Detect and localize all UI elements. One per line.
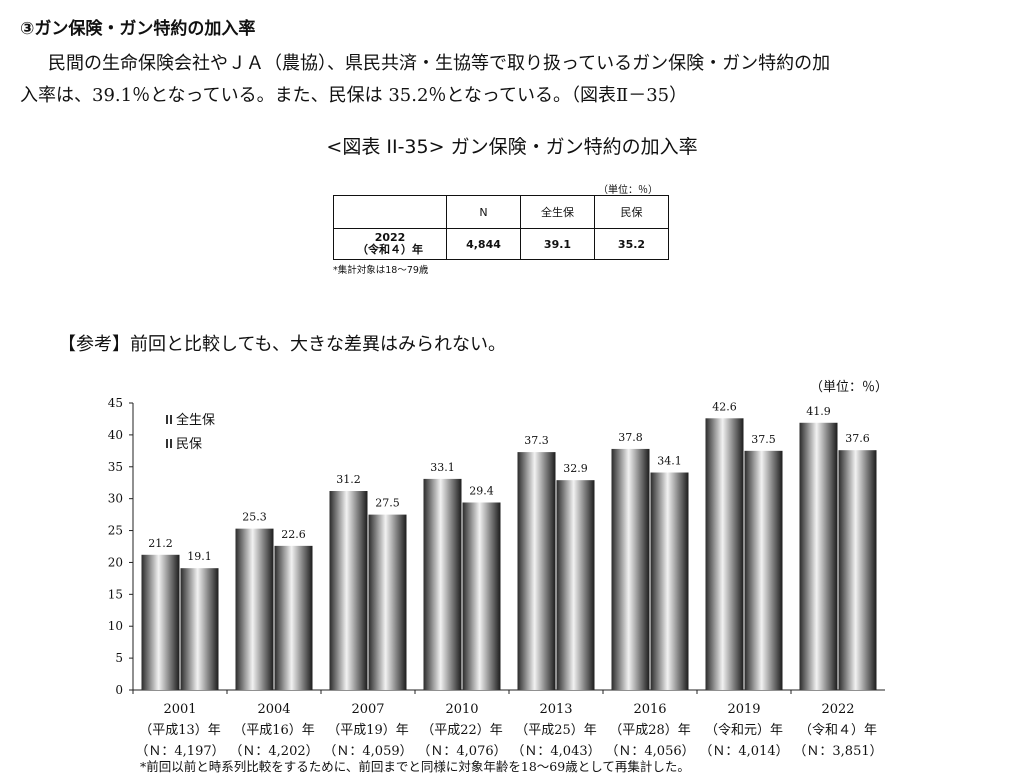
x-tick-label-era: （令和元）年 (705, 723, 783, 738)
bar-value-label: 22.6 (281, 528, 306, 541)
chart-unit-label: （単位：％） (810, 379, 888, 395)
legend-swatch-all-life-b (170, 415, 172, 424)
table-header-cell-empty (333, 195, 447, 229)
legend-swatch-private (166, 439, 168, 448)
y-tick-label: 15 (108, 587, 123, 601)
bar-private (274, 545, 313, 690)
x-tick-label-n: （Ｎ：4,076） (417, 744, 506, 759)
table-row-year: 2022 (374, 231, 406, 244)
table-header-n: N (446, 195, 521, 229)
bar-value-label: 31.2 (336, 473, 361, 486)
legend-swatch-all-life (166, 415, 168, 424)
bar-all-life (517, 452, 556, 690)
table-unit-label: （単位：％） (598, 185, 658, 196)
bar-value-label: 42.6 (712, 400, 737, 413)
bar-value-label: 37.6 (845, 432, 870, 445)
bar-value-label: 37.5 (751, 433, 776, 446)
section-heading: ③ガン保険・ガン特約の加入率 (20, 19, 256, 39)
bar-private (180, 568, 219, 690)
x-tick-label-year: 2019 (727, 702, 760, 717)
table-row-era: （令和４）年 (357, 243, 423, 256)
y-tick-label: 5 (115, 651, 123, 665)
reference-text: 【参考】前回と比較しても、大きな差異はみられない。 (58, 334, 507, 355)
bar-all-life (423, 478, 462, 690)
bar-all-life (329, 491, 368, 690)
y-tick-label: 30 (108, 492, 123, 506)
subscription-rate-table: N 全生保 民保 2022 （令和４）年 4,844 39.1 35.2 (333, 195, 669, 260)
y-tick-label: 40 (108, 428, 123, 442)
bar-value-label: 37.8 (618, 431, 643, 444)
figure-title: <図表 II-35> ガン保険・ガン特約の加入率 (326, 136, 698, 158)
bar-value-label: 25.3 (242, 511, 267, 524)
x-tick-label-year: 2013 (539, 702, 572, 717)
chart-footnote: *前回以前と時系列比較をするために、前回までと同様に対象年齢を18～69歳として… (140, 759, 690, 774)
table-note: *集計対象は18～79歳 (333, 265, 429, 276)
x-tick-label-year: 2007 (351, 702, 384, 717)
bar-value-label: 41.9 (806, 405, 831, 418)
legend-swatch-private-b (170, 439, 172, 448)
x-tick-label-era: （平成25）年 (515, 723, 597, 738)
bar-value-label: 27.5 (375, 497, 400, 510)
table-cell-n: 4,844 (446, 228, 521, 260)
x-tick-label-n: （Ｎ：4,202） (229, 744, 318, 759)
x-tick-label-era: （平成16）年 (233, 723, 315, 738)
x-tick-label-n: （Ｎ：4,059） (323, 744, 412, 759)
bar-value-label: 33.1 (430, 461, 455, 474)
x-tick-label-era: （平成19）年 (327, 723, 409, 738)
bar-value-label: 19.1 (187, 550, 212, 563)
y-tick-label: 45 (108, 396, 123, 410)
bar-value-label: 34.1 (657, 455, 682, 468)
bar-private (838, 450, 877, 690)
x-tick-label-era: （平成28）年 (609, 723, 691, 738)
table-row: 2022 （令和４）年 4,844 39.1 35.2 (333, 228, 669, 260)
y-tick-label: 25 (108, 524, 123, 538)
bar-all-life (141, 554, 180, 690)
x-tick-label-n: （Ｎ：3,851） (793, 744, 882, 759)
bar-private (368, 514, 407, 690)
x-tick-label-era: （平成13）年 (139, 723, 221, 738)
table-row-label: 2022 （令和４）年 (333, 228, 447, 260)
paragraph-line-1: 民間の生命保険会社やＪＡ（農協）、県民共済・生協等で取り扱っているガン保険・ガン… (48, 53, 831, 74)
bar-all-life (705, 418, 744, 690)
bar-all-life (611, 448, 650, 690)
x-tick-label-year: 2016 (633, 702, 666, 717)
bar-value-label: 29.4 (469, 484, 494, 497)
x-tick-label-year: 2010 (445, 702, 478, 717)
bar-value-label: 32.9 (563, 462, 588, 475)
y-tick-label: 0 (115, 683, 123, 697)
bar-value-label: 37.3 (524, 434, 549, 447)
legend-label-private: 民保 (176, 437, 202, 452)
y-tick-label: 10 (108, 619, 123, 633)
table-cell-all-life: 39.1 (520, 228, 595, 260)
x-tick-label-era: （平成22）年 (421, 723, 503, 738)
intro-paragraph: 民間の生命保険会社やＪＡ（農協）、県民共済・生協等で取り扱っているガン保険・ガン… (20, 48, 1010, 112)
bar-value-label: 21.2 (148, 537, 173, 550)
table-cell-private: 35.2 (594, 228, 669, 260)
x-tick-label-n: （Ｎ：4,056） (605, 744, 694, 759)
x-tick-label-n: （Ｎ：4,014） (699, 744, 788, 759)
x-tick-label-n: （Ｎ：4,197） (135, 744, 224, 759)
x-tick-label-year: 2001 (163, 702, 196, 717)
y-tick-label: 35 (108, 460, 123, 474)
paragraph-line-2: 入率は、39.1％となっている。また、民保は 35.2％となっている。（図表Ⅱ－… (20, 85, 688, 106)
bar-all-life (235, 528, 274, 690)
legend-label-all-life: 全生保 (176, 412, 215, 428)
y-tick-label: 20 (108, 555, 123, 569)
x-tick-label-era: （令和４）年 (799, 723, 877, 738)
bar-all-life (799, 422, 838, 690)
x-tick-label-year: 2004 (257, 702, 290, 717)
bar-private (462, 502, 501, 690)
bar-private (556, 480, 595, 690)
x-tick-label-n: （Ｎ：4,043） (511, 744, 600, 759)
bar-private (650, 472, 689, 690)
bar-private (744, 450, 783, 690)
x-tick-label-year: 2022 (821, 702, 854, 717)
